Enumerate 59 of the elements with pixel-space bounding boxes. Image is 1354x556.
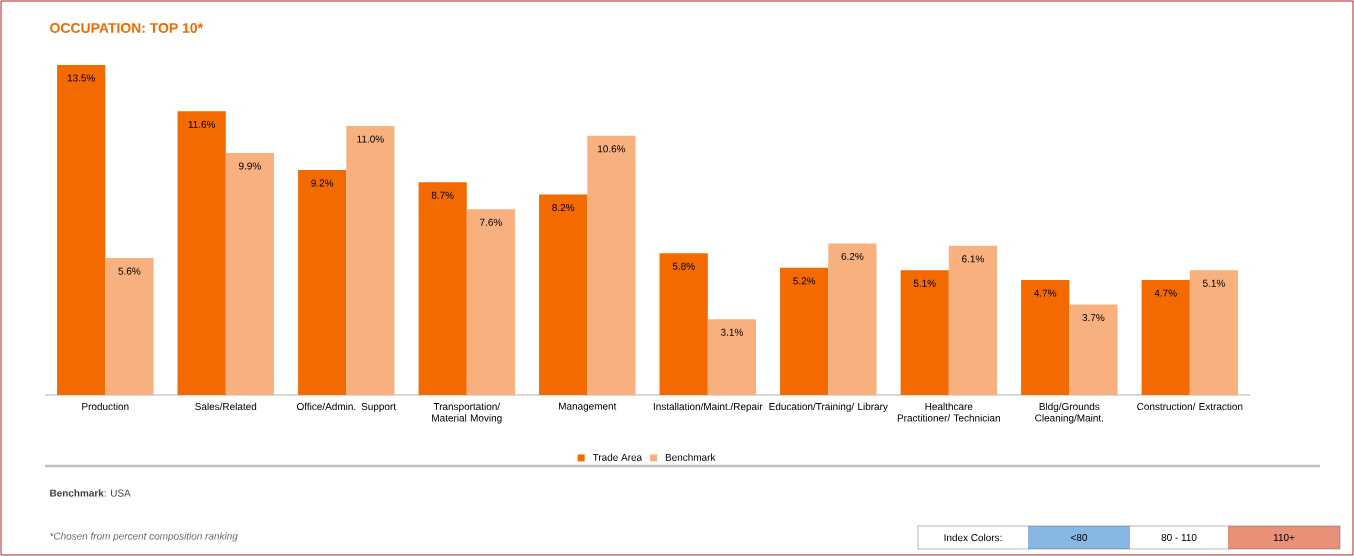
legend-label: Trade Area (592, 453, 643, 461)
x-tick-label: Management (559, 402, 617, 412)
data-label: 10.6% (598, 145, 626, 153)
bar (225, 152, 274, 395)
data-label: 3.1% (720, 328, 743, 336)
bar (1189, 270, 1239, 395)
bar (346, 126, 395, 395)
bar (659, 253, 708, 395)
text: Index Colors: (944, 533, 1002, 542)
text: 80 - 110 (1161, 533, 1197, 542)
text: <80 (1071, 533, 1088, 542)
text: Benchmark: USA (50, 489, 131, 497)
data-label: 6.2% (841, 252, 864, 260)
bar (1021, 280, 1070, 395)
data-label: 11.6% (188, 120, 216, 128)
bar (105, 258, 154, 395)
data-label: 8.7% (431, 191, 454, 199)
text: 110+ (1273, 533, 1295, 542)
legend-label: Benchmark (665, 453, 716, 461)
x-tick-label: Sales/Related (195, 402, 257, 411)
data-label: 3.7% (1082, 314, 1105, 322)
bar (707, 319, 756, 395)
data-label: 5.6% (118, 267, 141, 275)
bar (418, 182, 467, 395)
bar (780, 267, 829, 395)
bar (298, 170, 347, 395)
bar (900, 270, 949, 395)
bar (539, 194, 588, 395)
x-tick-label: Production (82, 402, 129, 411)
x-tick-label: Office/Admin. Support (297, 402, 396, 413)
bar (177, 111, 226, 395)
data-label: 9.9% (238, 162, 261, 170)
bar (466, 209, 515, 395)
x-tick-label: Installation/Maint./Repair (653, 402, 763, 413)
data-label: 7.6% (480, 218, 502, 226)
data-label: 13.5% (67, 74, 95, 82)
data-label: 8.2% (552, 204, 575, 212)
x-tick-label: Transportation/ Material Moving (432, 402, 502, 424)
bar (828, 243, 877, 395)
bar (587, 135, 636, 395)
data-label: 5.2% (793, 277, 816, 285)
data-label: 4.7% (1034, 289, 1057, 297)
data-label: 9.2% (311, 179, 334, 187)
x-tick-label: Education/Training/ Library (769, 402, 888, 413)
bar (57, 64, 106, 395)
text: *Chosen from percent composition ranking (50, 532, 238, 542)
x-tick-label: Construction/ Extraction (1137, 402, 1243, 411)
data-label: 5.1% (1202, 279, 1225, 287)
data-label: 5.1% (913, 279, 936, 287)
data-label: 5.8% (672, 262, 695, 270)
data-label: 6.1% (962, 255, 984, 263)
x-tick-label: Bldg/Grounds Cleaning/Maint. (1035, 402, 1103, 424)
data-label: 4.7% (1154, 289, 1177, 297)
bar (948, 245, 997, 395)
bar (1069, 304, 1118, 395)
x-tick-label: Healthcare Practitioner/ Technician (897, 402, 1000, 422)
data-label: 11.0% (357, 135, 384, 143)
bar (1141, 280, 1190, 395)
chart-title: OCCUPATION: TOP 10* (50, 23, 203, 33)
